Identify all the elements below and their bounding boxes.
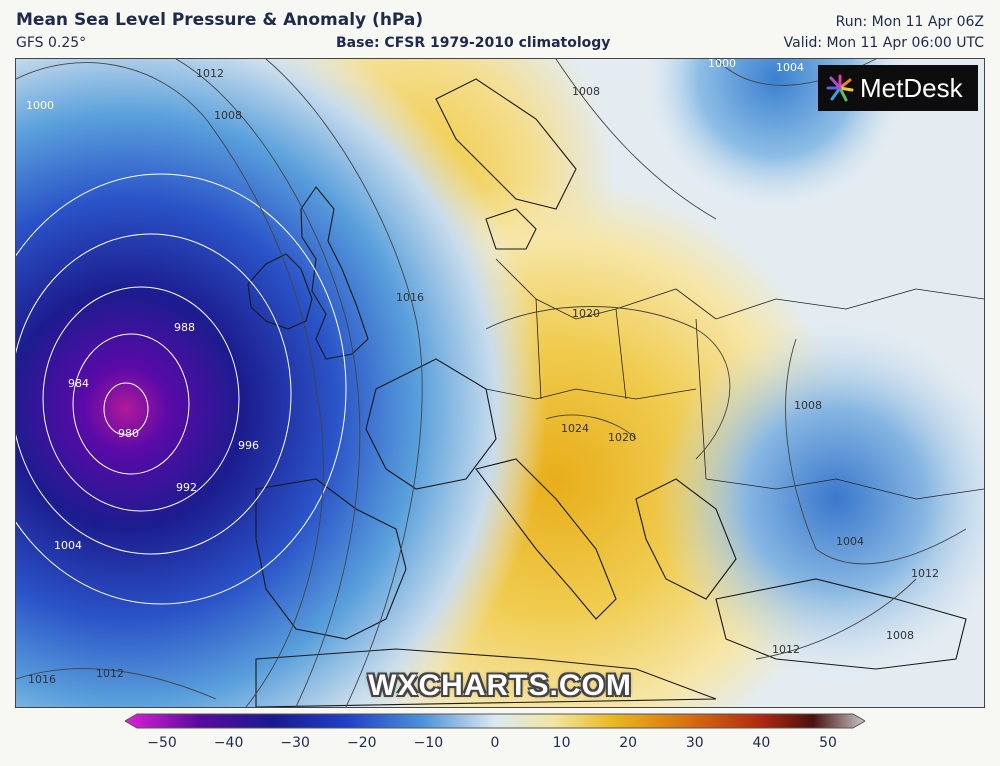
isobar-984 [72, 333, 190, 475]
coastlines [247, 78, 967, 707]
isobar-label: 1012 [96, 667, 124, 680]
wxcharts-watermark: WXCHARTS.COM [368, 669, 632, 702]
border-central [485, 388, 697, 400]
isobar-label: 1004 [776, 61, 804, 74]
isobar-1008 [175, 59, 361, 707]
colorbar-fill [125, 713, 865, 729]
border-north [495, 258, 717, 320]
isobar-label: 992 [176, 481, 197, 494]
isobar-labels: 1012 1008 1000 988 984 980 996 992 1004 … [26, 59, 939, 686]
isobar-label: 1016 [28, 673, 56, 686]
scandinavia-outline [435, 78, 577, 210]
isobar-1020 [485, 306, 731, 460]
colorbar-tick-label: −40 [213, 735, 244, 751]
border-east [715, 288, 984, 320]
ireland-outline [247, 253, 313, 330]
balkans-outline [635, 478, 737, 600]
anatolia-outline [715, 578, 967, 670]
isobar-1012-east [755, 578, 917, 660]
metdesk-logo-text: MetDesk [860, 72, 963, 103]
isobar-label: 980 [118, 427, 139, 440]
border-meridional [535, 298, 707, 480]
isobar-label: 1012 [911, 567, 939, 580]
isobar-988 [42, 286, 240, 512]
climatology-base-label: Base: CFSR 1979-2010 climatology [336, 35, 611, 51]
colorbar-tick-label: 20 [619, 735, 638, 751]
italy-outline [475, 458, 617, 620]
isobar-1000 [16, 62, 324, 707]
country-borders [485, 258, 984, 500]
denmark-outline [485, 208, 537, 250]
isobars-other [16, 59, 967, 707]
isobar-996 [16, 173, 347, 605]
map-canvas: 1012 1008 1000 988 984 980 996 992 1004 … [16, 59, 984, 707]
isobar-1016 [265, 59, 423, 707]
isobar-label: 984 [68, 377, 89, 390]
colorbar-tick-label: 50 [819, 735, 837, 751]
isobar-label: 1000 [708, 59, 736, 70]
isobar-label: 1012 [196, 67, 224, 80]
model-label: GFS 0.25° [16, 35, 87, 51]
metdesk-burst-icon [826, 74, 854, 102]
colorbar-tick-label: −30 [280, 735, 310, 751]
chart-title: Mean Sea Level Pressure & Anomaly (hPa) [16, 10, 424, 30]
north-africa-outline [255, 648, 717, 707]
isobar-980 [103, 382, 149, 436]
pressure-anomaly-map: 1012 1008 1000 988 984 980 996 992 1004 … [15, 58, 985, 708]
isobar-label: 1020 [608, 431, 636, 444]
colorbar-tick-label: 10 [552, 735, 571, 751]
isobar-label: 1008 [886, 629, 914, 642]
metdesk-logo: MetDesk [818, 65, 978, 111]
isobars-low [16, 173, 347, 605]
isobar-1008-north [555, 59, 717, 220]
colorbar-tick-label: −50 [147, 735, 177, 751]
isobar-label: 1020 [572, 307, 600, 320]
isobar-label: 1000 [26, 99, 54, 112]
isobar-label: 1012 [772, 643, 800, 656]
anomaly-colorbar [125, 713, 865, 729]
isobar-label: 1008 [794, 399, 822, 412]
colorbar-tick-label: 0 [490, 735, 500, 751]
isobar-label: 1016 [396, 291, 424, 304]
isobar-label: 1004 [836, 535, 864, 548]
colorbar-tick-label: −20 [347, 735, 377, 751]
isobar-label: 1004 [54, 539, 82, 552]
isobar-label: 1024 [561, 422, 589, 435]
isobar-1008-east [785, 338, 967, 565]
run-time-label: Run: Mon 11 Apr 06Z [835, 14, 984, 30]
colorbar-tick-label: −10 [413, 735, 444, 751]
colorbar-tick-label: 30 [685, 735, 704, 751]
isobar-label: 1008 [214, 109, 242, 122]
isobar-label: 996 [238, 439, 259, 452]
isobar-label: 988 [174, 321, 195, 334]
isobar-1024 [545, 414, 637, 440]
anomaly-low-west [16, 59, 984, 707]
valid-time-label: Valid: Mon 11 Apr 06:00 UTC [783, 35, 984, 51]
isobar-label: 1008 [572, 85, 600, 98]
france-outline [365, 358, 497, 490]
isobar-992 [16, 233, 292, 555]
colorbar-tick-label: 40 [752, 735, 771, 751]
iberia-outline [255, 478, 407, 640]
border-black-sea [705, 478, 984, 500]
isobar-1012-southwest [16, 668, 217, 700]
